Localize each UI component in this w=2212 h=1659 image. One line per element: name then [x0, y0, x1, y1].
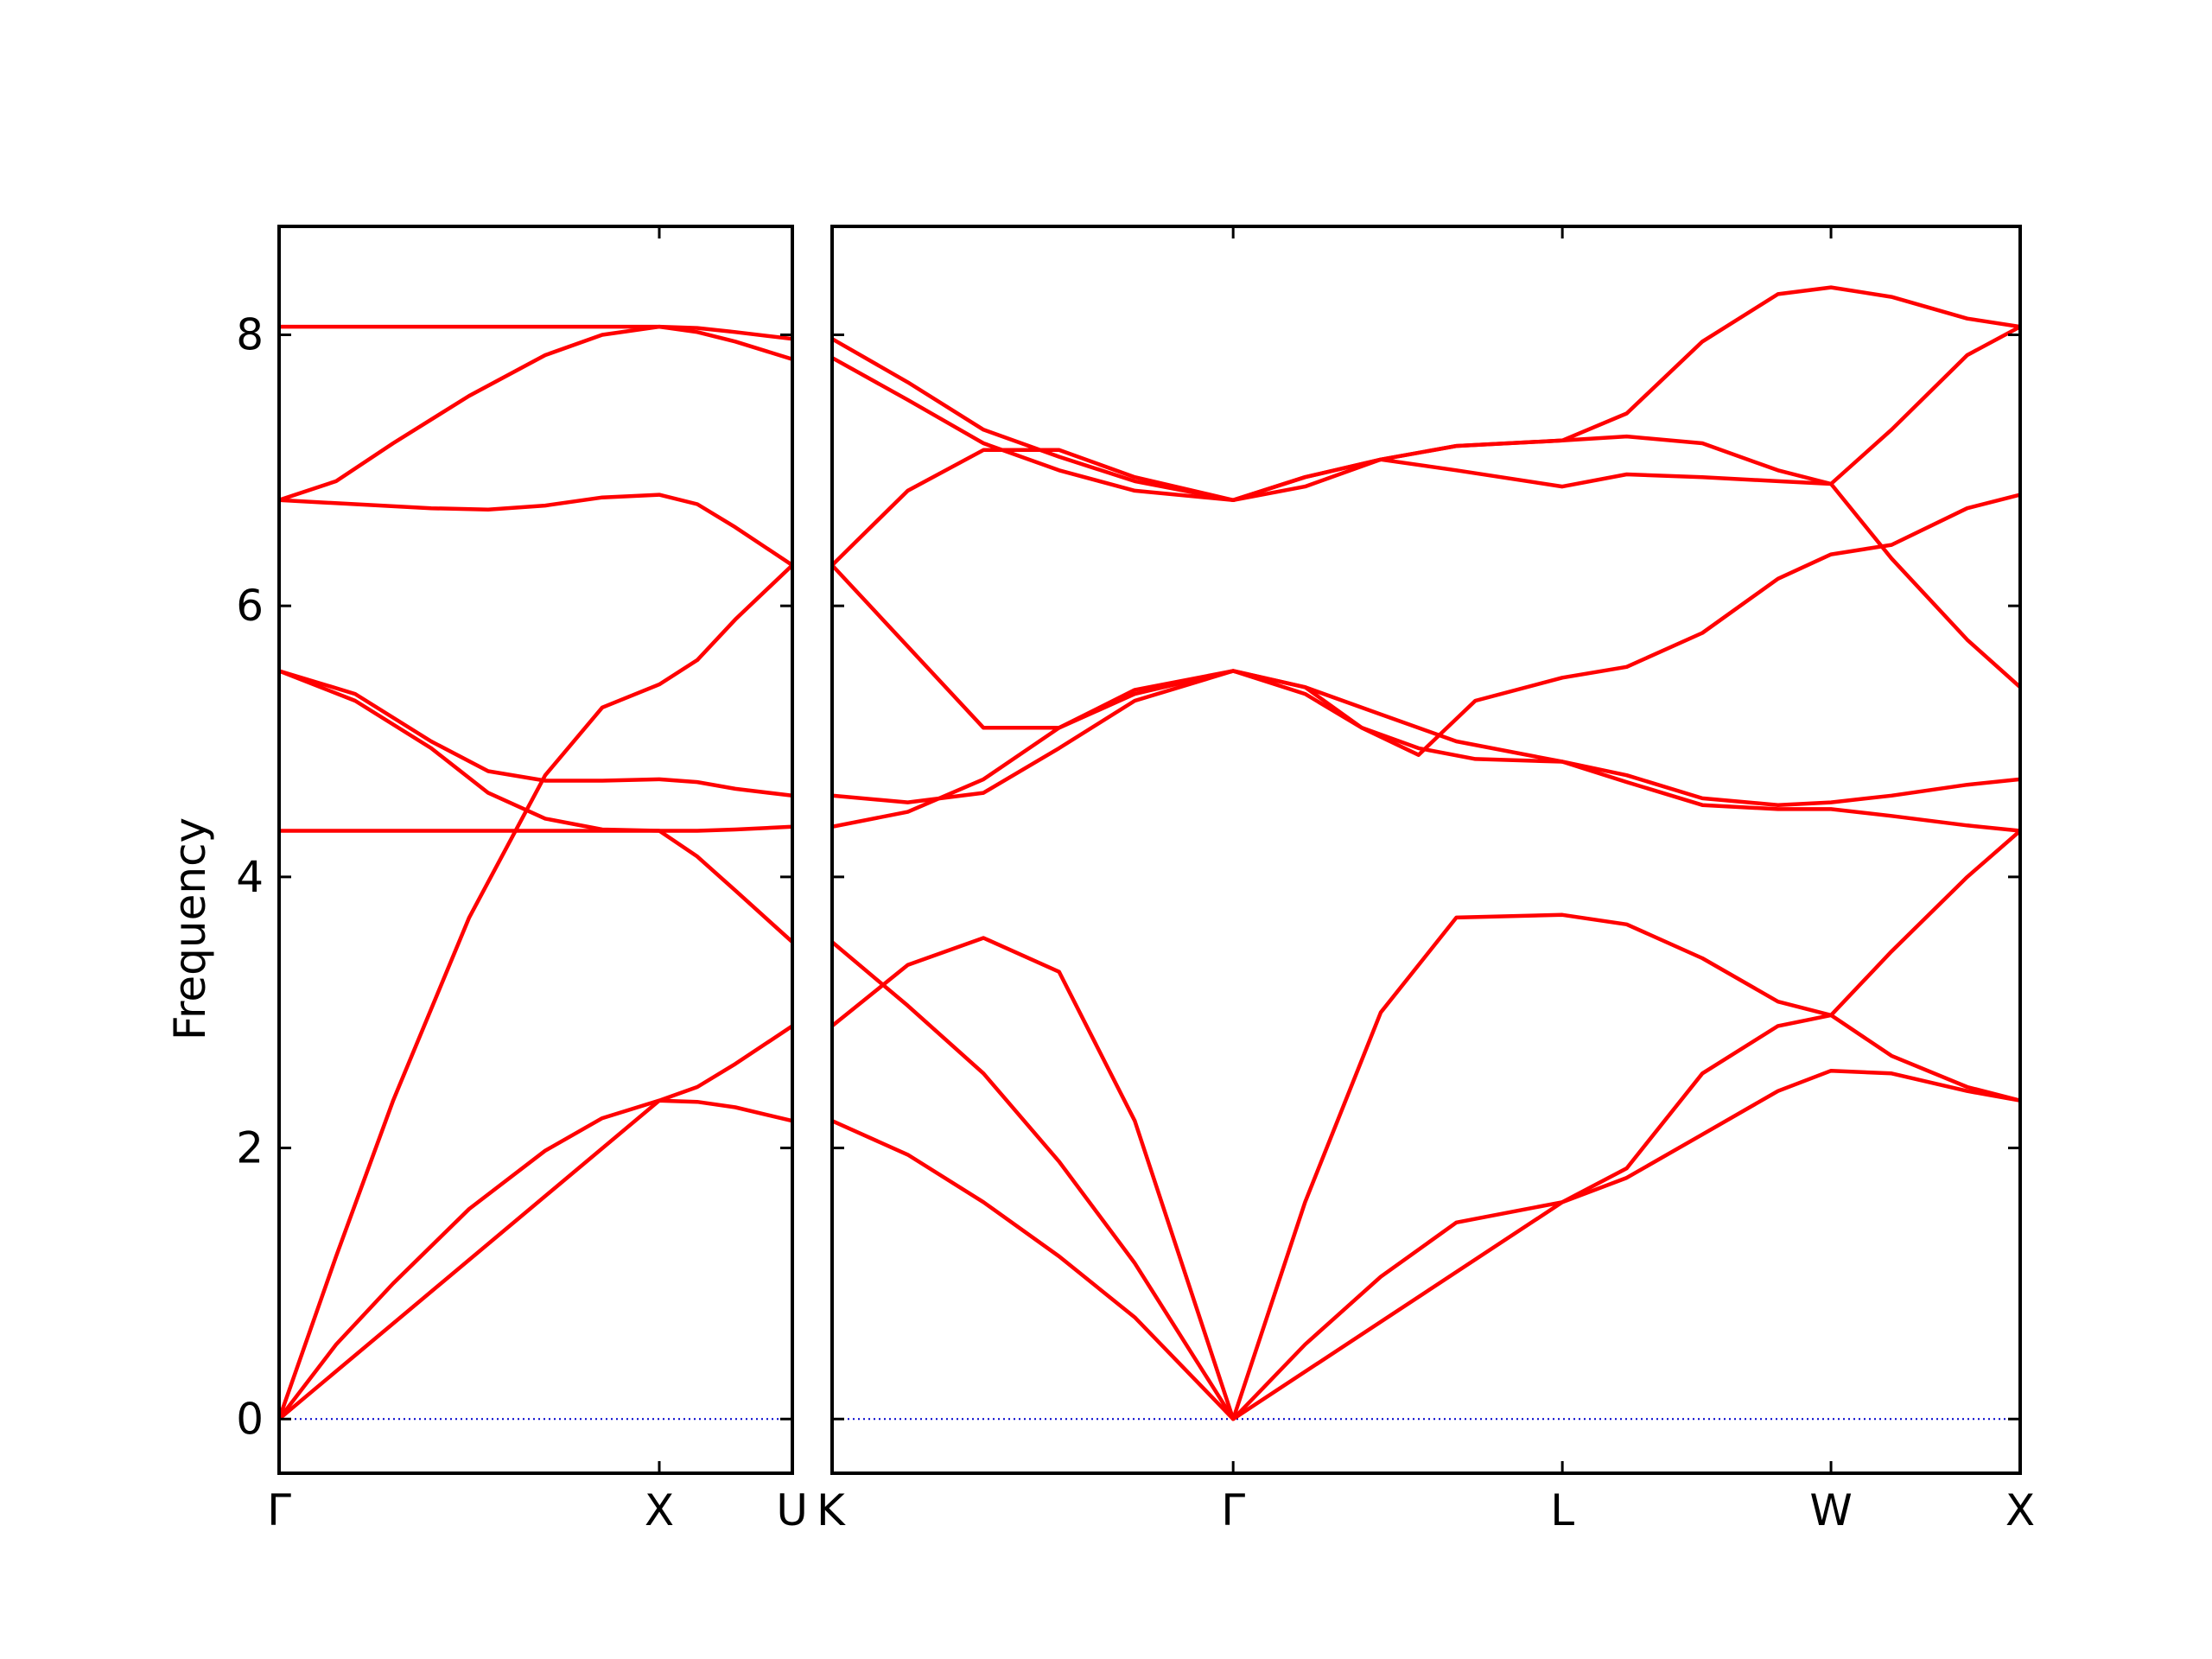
y-tick-label: 0 — [236, 1394, 264, 1444]
band-line-4 — [279, 669, 792, 798]
band-line-2 — [832, 912, 2020, 1421]
band-line-7 — [279, 493, 792, 568]
band-line-1 — [279, 1098, 792, 1421]
bands-group — [279, 324, 792, 1421]
band-line-6 — [832, 563, 2020, 807]
panel-1: 0 2 4 6 8 Γ X U — [236, 225, 808, 1535]
x-tick-label: U — [776, 1485, 808, 1535]
band-line-6 — [279, 829, 792, 944]
panel-frame — [277, 225, 794, 1475]
y-tick-label: 4 — [236, 852, 264, 902]
bands-group — [832, 285, 2020, 1421]
y-axis-label: Frequency — [165, 817, 215, 1040]
band-line-5 — [832, 493, 2020, 830]
band-line-3 — [832, 829, 2020, 1421]
x-tick-label: X — [645, 1485, 674, 1535]
x-tick-label: W — [1809, 1485, 1852, 1535]
band-line-8 — [279, 324, 792, 503]
band-line-9 — [279, 324, 792, 341]
y-tick-label: 2 — [236, 1123, 264, 1173]
x-tick-label: Γ — [267, 1485, 291, 1535]
x-tick-label: X — [2005, 1485, 2035, 1535]
band-line-5 — [279, 669, 792, 833]
y-tick-label: 8 — [236, 309, 264, 359]
y-tick-label: 6 — [236, 581, 264, 631]
band-line-3 — [279, 1024, 792, 1421]
panel-frame — [830, 225, 2022, 1475]
band-line-4 — [832, 669, 2020, 833]
x-tick-label: Γ — [1221, 1485, 1245, 1535]
band-line-8 — [832, 324, 2020, 503]
x-tick-label: K — [817, 1485, 846, 1535]
band-line-9 — [832, 285, 2020, 503]
band-line-1 — [832, 1068, 2020, 1421]
x-tick-label: L — [1550, 1485, 1574, 1535]
band-line-2 — [279, 563, 792, 1421]
